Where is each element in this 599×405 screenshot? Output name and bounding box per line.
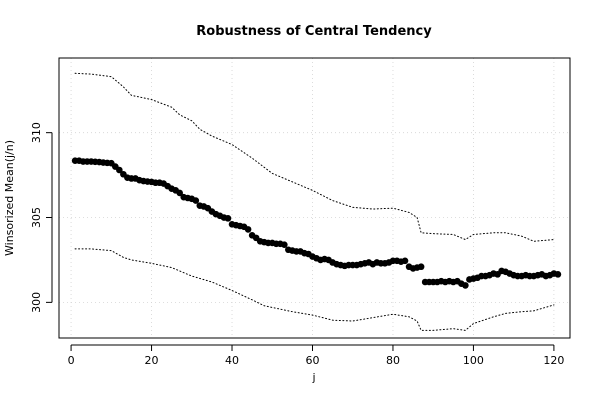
data-point-38 <box>224 215 232 222</box>
x-tick-label-1: 20 <box>145 354 159 367</box>
y-tick-label-1: 305 <box>30 207 43 228</box>
data-point-82 <box>401 257 409 265</box>
x-tick-label-4: 80 <box>386 354 400 367</box>
x-axis-label: j <box>311 371 315 384</box>
chart-title: Robustness of Central Tendency <box>196 24 432 39</box>
series-points-0 <box>71 157 562 289</box>
plot-series <box>71 72 562 331</box>
x-axis: 0 20 40 60 80 100 120 <box>68 344 564 367</box>
x-tick-label-2: 40 <box>225 354 239 367</box>
series-line-2 <box>74 248 555 331</box>
series-line-1 <box>74 72 555 242</box>
data-point-52 <box>281 241 288 248</box>
y-axis-label: Winsorized Mean(j/n) <box>3 140 16 256</box>
x-tick-label-6: 120 <box>543 354 564 367</box>
x-tick-label-3: 60 <box>305 354 319 367</box>
y-axis: 300 305 310 <box>30 122 53 313</box>
data-point-86 <box>417 263 425 271</box>
y-tick-label-0: 300 <box>30 292 43 313</box>
x-tick-label-5: 100 <box>463 354 484 367</box>
data-point-30 <box>192 197 200 204</box>
y-tick-label-2: 310 <box>30 122 43 143</box>
data-point-26 <box>176 189 184 197</box>
x-tick-label-0: 0 <box>68 354 75 367</box>
data-point-43 <box>244 226 252 233</box>
data-point-97 <box>462 282 469 289</box>
data-point-120 <box>554 271 562 278</box>
data-point-11 <box>116 166 123 174</box>
plot-frame <box>58 57 571 339</box>
grid-lines <box>59 58 570 338</box>
